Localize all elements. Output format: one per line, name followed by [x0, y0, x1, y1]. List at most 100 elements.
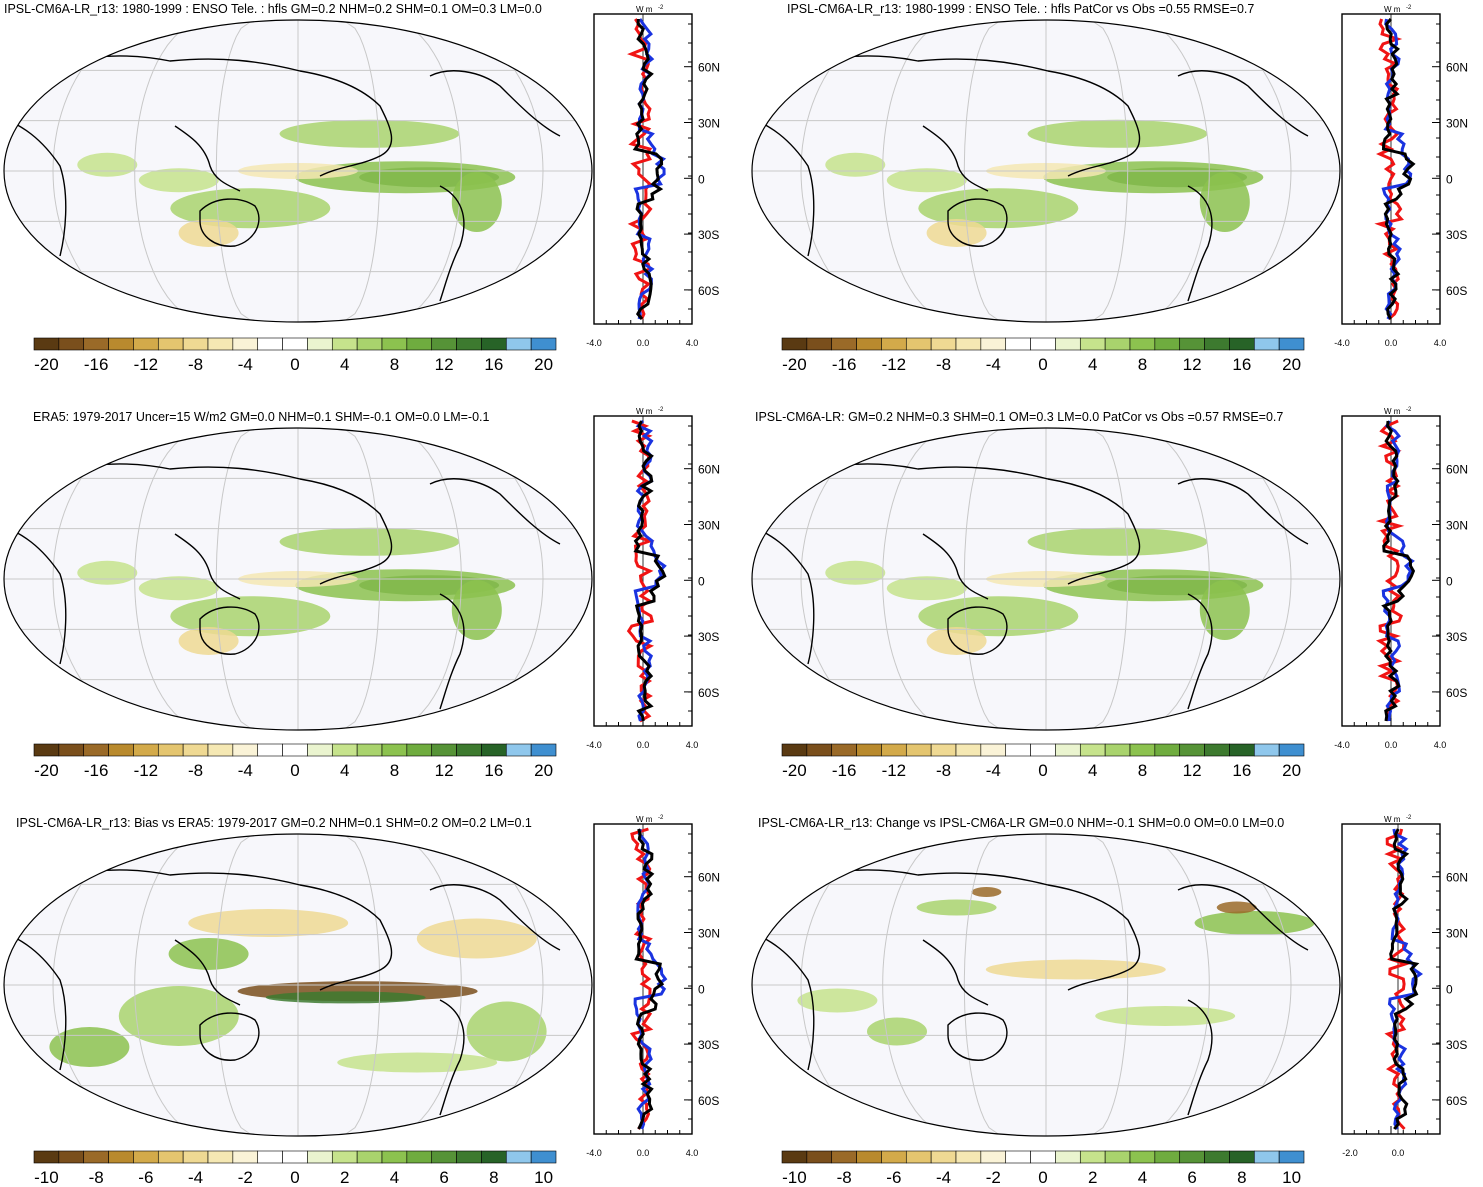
colorbar-tick-label: 0: [1038, 1168, 1047, 1187]
shading-patch: [1199, 172, 1250, 232]
profile-x-label: 4.0: [686, 338, 699, 348]
colorbar-swatch: [83, 337, 109, 351]
colorbar-swatch: [307, 743, 333, 757]
colorbar-swatch: [282, 1150, 308, 1164]
colorbar-tick-label: -6: [138, 1168, 153, 1187]
profile-x-label: 0.0: [637, 1148, 650, 1158]
coastline: [1187, 999, 1213, 1116]
colorbar-swatch: [831, 1150, 857, 1164]
map-coastlines: [757, 55, 1309, 302]
panel-6-title: IPSL-CM6A-LR_r13: Change vs IPSL-CM6A-LR…: [758, 816, 1285, 830]
coastline: [947, 1012, 1008, 1061]
coastline: [174, 533, 241, 600]
profile-unit-superscript: -2: [658, 815, 664, 821]
colorbar-swatch: [905, 1150, 932, 1164]
profile-panel-4: W m -2 60N 30N 0 30S 60S -4.0 0.0 4.0: [1334, 407, 1468, 750]
colorbar-swatch: [1129, 743, 1156, 757]
shading-patch: [985, 959, 1166, 980]
colorbar-swatch: [530, 337, 557, 351]
colorbar-tick-label: 12: [435, 355, 454, 374]
profile-lat-label: 60S: [1446, 686, 1467, 700]
shading-patch: [825, 560, 886, 585]
colorbar-tick-label: 2: [340, 1168, 349, 1187]
colorbar-tick-label: -12: [134, 355, 159, 374]
colorbar-swatch: [406, 743, 433, 757]
colorbar-swatch: [133, 1150, 159, 1164]
colorbar-tick-label: 16: [484, 761, 503, 780]
colorbar-swatch: [456, 1150, 482, 1164]
profile-unit-label: W m: [1384, 407, 1401, 416]
map-panel-2: [751, 19, 1341, 323]
graticule-meridian: [1135, 20, 1210, 322]
profile-series-black: [1381, 420, 1416, 722]
panel-2-title: IPSL-CM6A-LR_r13: 1980-1999 : ENSO Tele.…: [787, 2, 1255, 16]
shading-patch: [916, 899, 997, 916]
colorbar-swatch: [58, 1150, 85, 1164]
colorbar-swatch: [431, 743, 457, 757]
coastline: [174, 125, 241, 192]
map-panel-4: [751, 427, 1341, 731]
colorbar-tick-label: 20: [1282, 761, 1301, 780]
colorbar-tick-label: 8: [1138, 355, 1147, 374]
colorbar-swatch: [1005, 1150, 1031, 1164]
coastline: [199, 606, 260, 655]
coastline: [922, 125, 989, 192]
coastline: [757, 934, 815, 1071]
profile-lat-label: 60S: [698, 284, 719, 298]
profile-unit-superscript: -2: [1406, 815, 1412, 821]
shading-patch: [451, 172, 502, 232]
colorbar-swatch: [1055, 337, 1081, 351]
colorbar-swatch: [905, 743, 932, 757]
colorbar-swatch: [1005, 743, 1031, 757]
colorbar-swatch: [1278, 337, 1305, 351]
colorbar-swatch: [406, 1150, 433, 1164]
profile-x-label: -4.0: [586, 740, 602, 750]
map-shading: [825, 119, 1264, 247]
graticule-meridian: [800, 428, 912, 730]
shading-patch: [168, 938, 249, 970]
profile-lat-label: 60N: [698, 463, 720, 477]
colorbar-swatch: [781, 1150, 808, 1164]
profile-lat-label: 30N: [698, 117, 720, 131]
colorbar-swatch: [831, 743, 857, 757]
coastline: [439, 185, 465, 302]
colorbar-swatch: [980, 743, 1007, 757]
coastline: [947, 606, 1008, 655]
colorbar-tick-label: 6: [1187, 1168, 1196, 1187]
colorbar-tick-label: 8: [1237, 1168, 1246, 1187]
profile-unit-superscript: -2: [1406, 407, 1412, 413]
shading-patch: [1216, 901, 1257, 914]
coastline: [757, 120, 815, 257]
profile-lat-label: 30S: [1446, 1038, 1467, 1052]
colorbar-swatch: [1154, 337, 1181, 351]
colorbar-swatch: [955, 337, 982, 351]
colorbar-swatch: [207, 337, 234, 351]
coastline: [439, 593, 465, 710]
map-coastlines: [9, 869, 561, 1116]
map-coastlines: [9, 55, 561, 302]
coastline: [1187, 185, 1213, 302]
colorbar-swatch: [381, 743, 408, 757]
coastline: [39, 55, 393, 177]
graticule-meridian: [215, 834, 254, 1136]
colorbar-tick-label: -12: [882, 761, 907, 780]
coastline: [1177, 478, 1309, 545]
colorbar-tick-label: -16: [832, 355, 857, 374]
graticule-meridian: [800, 834, 912, 1136]
profile-lat-label: 60S: [1446, 284, 1467, 298]
colorbar-swatch: [1204, 337, 1230, 351]
colorbar-swatch: [1229, 743, 1255, 757]
graticule-meridian: [52, 834, 164, 1136]
shading-patch: [466, 1001, 547, 1062]
colorbar-tick-label: 0: [290, 761, 299, 780]
colorbar-swatch: [930, 337, 957, 351]
profile-unit-label: W m: [1384, 815, 1401, 824]
colorbar-swatch: [930, 1150, 957, 1164]
graticule-meridian: [1135, 834, 1210, 1136]
profile-lat-label: 30S: [1446, 228, 1467, 242]
graticule-meridian: [963, 20, 1002, 322]
profile-x-label: 0.0: [637, 338, 650, 348]
graticule-meridian: [387, 20, 462, 322]
graticule-meridian: [882, 20, 957, 322]
colorbar-swatch: [356, 1150, 383, 1164]
